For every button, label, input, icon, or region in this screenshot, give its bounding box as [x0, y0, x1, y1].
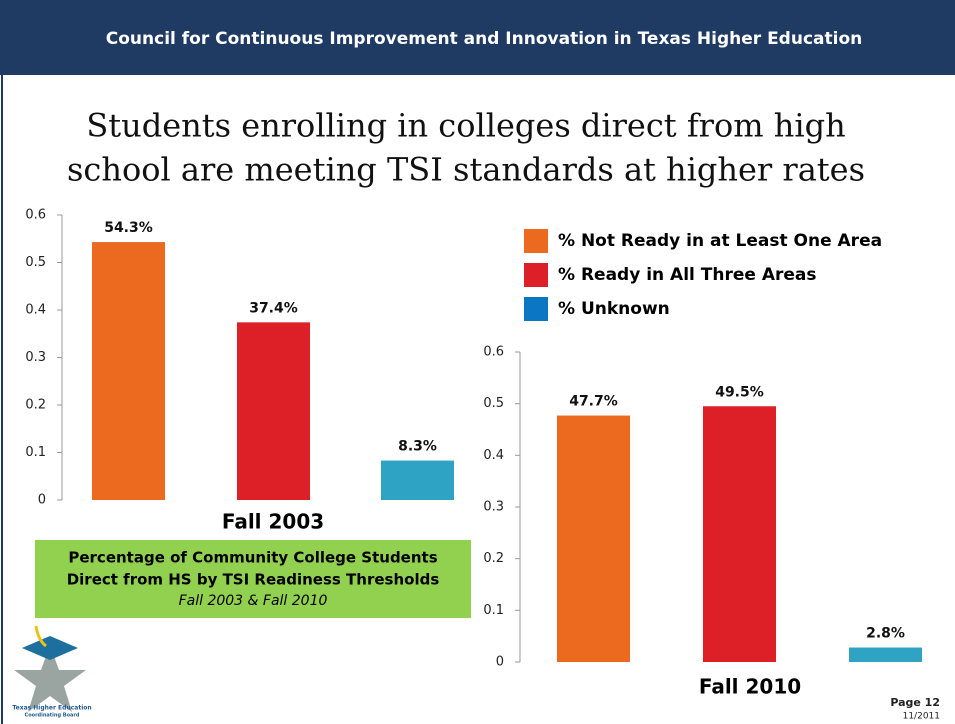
- bar: [92, 242, 165, 500]
- y-tick-label: 0.2: [25, 398, 46, 413]
- value-label: 37.4%: [249, 300, 298, 316]
- legend-label: % Not Ready in at Least One Area: [558, 231, 882, 251]
- legend-swatch: [524, 297, 548, 321]
- page-date: 11/2011: [903, 712, 940, 722]
- y-tick-label: 0: [38, 493, 46, 508]
- value-label: 54.3%: [104, 220, 153, 236]
- caption-line: Fall 2003 & Fall 2010: [179, 593, 328, 609]
- value-label: 8.3%: [398, 439, 437, 455]
- page-number: Page 12: [890, 696, 940, 709]
- logo-text: Texas Higher Education: [12, 705, 91, 712]
- y-tick-label: 0.4: [25, 303, 46, 318]
- title-line: Students enrolling in colleges direct fr…: [86, 107, 845, 145]
- bar: [849, 647, 922, 662]
- caption-line: Direct from HS by TSI Readiness Threshol…: [67, 571, 440, 589]
- logo-tassel: [34, 625, 47, 648]
- logo-cap: [22, 636, 78, 660]
- header: Council for Continuous Improvement and I…: [106, 29, 863, 49]
- y-tick-label: 0.6: [483, 345, 504, 360]
- bar: [237, 322, 310, 500]
- header-bar: [0, 0, 955, 75]
- y-tick-label: 0.5: [25, 255, 46, 270]
- bar: [557, 415, 630, 662]
- y-tick-label: 0.1: [483, 603, 504, 618]
- x-category-label: Fall 2010: [699, 675, 801, 699]
- logo-text: Coordinating Board: [25, 713, 80, 719]
- legend-swatch: [524, 229, 548, 253]
- y-tick-label: 0.3: [483, 500, 504, 515]
- y-tick-label: 0.5: [483, 396, 504, 411]
- legend-label: % Ready in All Three Areas: [558, 265, 817, 285]
- value-label: 49.5%: [715, 384, 764, 400]
- y-tick-label: 0.3: [25, 350, 46, 365]
- y-tick-label: 0.1: [25, 445, 46, 460]
- title-line: school are meeting TSI standards at high…: [67, 151, 865, 189]
- legend-swatch: [524, 263, 548, 287]
- value-label: 2.8%: [866, 626, 905, 642]
- logo: Texas Higher Education Coordinating Boar…: [12, 625, 92, 719]
- logo-star: [14, 645, 86, 712]
- caption-box: [35, 540, 471, 618]
- y-tick-label: 0.2: [483, 551, 504, 566]
- caption-line: Percentage of Community College Students: [68, 549, 437, 567]
- bar: [703, 406, 776, 662]
- y-tick-label: 0.4: [483, 448, 504, 463]
- x-category-label: Fall 2003: [222, 510, 324, 534]
- value-label: 47.7%: [569, 394, 618, 410]
- bar: [381, 460, 454, 500]
- y-tick-label: 0.6: [25, 208, 46, 223]
- legend-label: % Unknown: [558, 299, 670, 319]
- y-tick-label: 0: [496, 655, 504, 670]
